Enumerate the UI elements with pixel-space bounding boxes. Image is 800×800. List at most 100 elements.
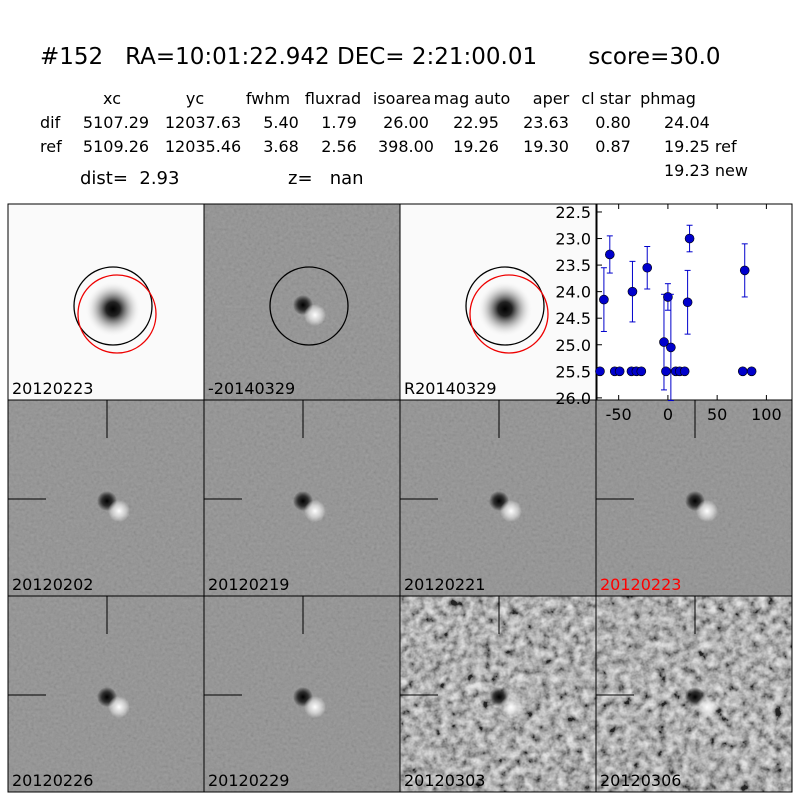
y-tick-label: 23.5 (555, 256, 591, 275)
point (614, 366, 625, 377)
stamp-label: 20120221 (404, 575, 485, 594)
column-header: phmag (640, 89, 696, 108)
cell: 5109.26 (83, 137, 149, 156)
point (684, 233, 695, 244)
aperture-red (77, 274, 157, 354)
cell: 22.95 (453, 113, 499, 132)
stamp-label: 20120223 (600, 575, 681, 594)
y-tick-label: 25.5 (555, 362, 591, 381)
stamp-label: 20120219 (208, 575, 289, 594)
stamp: R20140329 (399, 203, 597, 401)
cell: 12035.46 (165, 137, 241, 156)
dipole-light (108, 500, 130, 522)
dipole-light (696, 696, 718, 718)
dist: dist= 2.93 (80, 168, 179, 189)
cell: 2.56 (321, 137, 357, 156)
row-label: dif (40, 113, 61, 132)
cell: 19.25 ref (664, 137, 737, 156)
point (739, 265, 750, 276)
aperture (73, 266, 153, 346)
stamp-label: 20120229 (208, 771, 289, 790)
row-label: ref (40, 137, 62, 156)
point (682, 297, 693, 308)
point (661, 366, 671, 377)
cell: 23.63 (523, 113, 569, 132)
point (605, 249, 615, 260)
info-table: xc yc fwhm fluxrad isoarea mag auto aper cl sta… (40, 89, 748, 180)
stamp: 20120221 (399, 399, 597, 597)
stamp: 20120303 (399, 595, 597, 793)
cell: 12037.63 (165, 113, 241, 132)
cell: 5107.29 (83, 113, 149, 132)
point (636, 366, 647, 377)
point (659, 337, 669, 347)
dipole-light (108, 696, 130, 718)
stamp: 20120306 (595, 595, 793, 793)
point (595, 366, 605, 377)
stamp-frame (595, 595, 793, 793)
cell: 19.26 (453, 137, 499, 156)
column-header: mag auto (434, 89, 511, 108)
light-curve: 22.5 23.0 23.5 24.0 24.5 25.0 25.5 26.0 -50 0 50 10… (555, 203, 793, 424)
cell: 24.04 (664, 113, 710, 132)
cell: 0.80 (595, 113, 631, 132)
plot-bg (596, 203, 793, 401)
aperture (269, 266, 349, 346)
point (642, 262, 653, 273)
stamp-label: -20140329 (208, 379, 295, 398)
point (627, 286, 638, 297)
x-tick-label: -50 (606, 405, 632, 424)
stamp: 20120229 (203, 595, 401, 793)
column-header: xc (103, 89, 121, 108)
stamp-label: 20120202 (12, 575, 93, 594)
stamp-label: R20140329 (404, 379, 497, 398)
cell: 5.40 (263, 113, 299, 132)
stamp: -20140329 (203, 203, 401, 401)
cell: 1.79 (321, 113, 357, 132)
dipole-light (304, 304, 326, 326)
stamp: 20120223 (595, 399, 793, 597)
column-header: fwhm (246, 89, 290, 108)
y-tick-label: 24.5 (555, 309, 591, 328)
stamp: 20120223 (7, 203, 205, 401)
star (477, 281, 533, 337)
cell: 19.23 new (664, 161, 748, 180)
column-header: cl star (581, 89, 631, 108)
point (679, 366, 690, 377)
y-tick-label: 25.0 (555, 336, 591, 355)
aperture-red (469, 274, 549, 354)
dipole-light (500, 696, 522, 718)
aperture (465, 266, 545, 346)
stamp: 20120226 (7, 595, 205, 793)
point (746, 366, 757, 377)
y-tick-label: 24.0 (555, 283, 591, 302)
stamp-grid: 20120223 -20140329 R20140329 20120202 201202… (7, 203, 793, 793)
stamp-label: 20120226 (12, 771, 93, 790)
x-tick-label: 0 (663, 405, 673, 424)
column-header: yc (186, 89, 204, 108)
point (599, 294, 609, 305)
point (737, 366, 748, 377)
cell: 19.30 (523, 137, 569, 156)
stamp-label: 20120223 (12, 379, 93, 398)
stamp-label: 20120303 (404, 771, 485, 790)
y-tick-label: 26.0 (555, 389, 591, 408)
cell: 398.00 (378, 137, 434, 156)
z-value: z= nan (288, 168, 364, 189)
dipole-light (696, 500, 718, 522)
star (85, 281, 141, 337)
column-header: aper (533, 89, 570, 108)
stamp-label: 20120306 (600, 771, 681, 790)
stamp: 20120219 (203, 399, 401, 597)
y-tick-label: 23.0 (555, 230, 591, 249)
cell: 26.00 (383, 113, 429, 132)
x-tick-label: 50 (707, 405, 727, 424)
column-header: fluxrad (305, 89, 361, 108)
dipole-light (304, 696, 326, 718)
stamp: 20120202 (7, 399, 205, 597)
title: #152 RA=10:01:22.942 DEC= 2:21:00.01 sco… (40, 44, 721, 70)
column-header: isoarea (373, 89, 431, 108)
y-tick-label: 22.5 (555, 203, 591, 222)
x-tick-label: 100 (751, 405, 782, 424)
